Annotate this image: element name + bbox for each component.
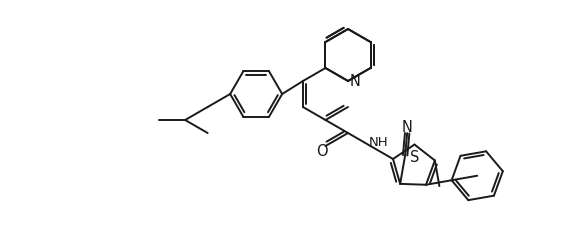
Text: N: N	[350, 74, 361, 89]
Text: S: S	[410, 149, 419, 164]
Text: N: N	[402, 119, 413, 134]
Text: NH: NH	[369, 136, 388, 149]
Text: O: O	[315, 143, 327, 158]
